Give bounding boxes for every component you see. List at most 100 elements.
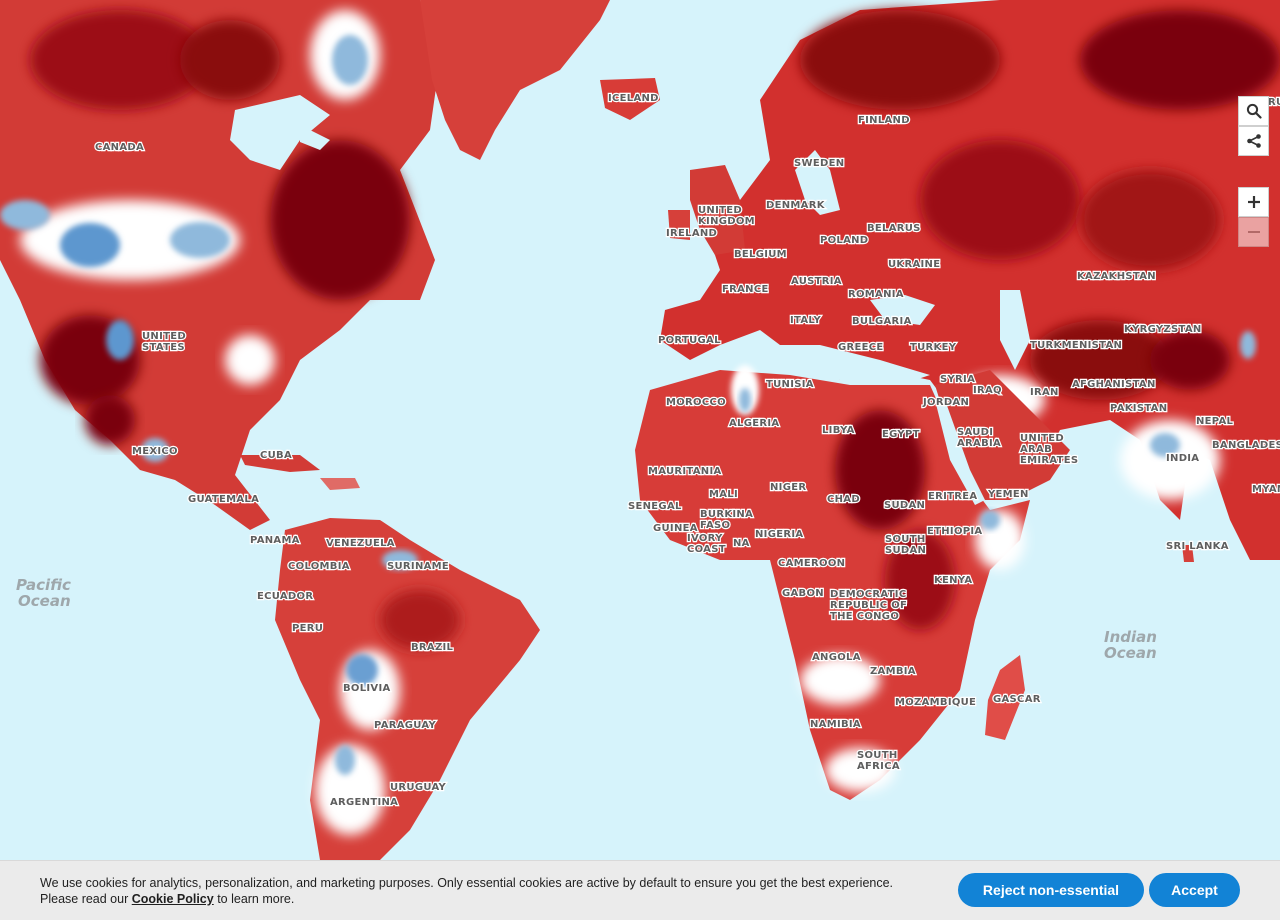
country-label-cuba: CUBA [260,450,292,461]
country-label-drc: DEMOCRATIC REPUBLIC OF THE CONGO [830,589,907,622]
country-label-poland: POLAND [820,235,868,246]
country-label-ecuador: ECUADOR [257,591,313,602]
country-label-ireland: IRELAND [666,228,717,239]
country-label-chad: CHAD [827,494,860,505]
search-button[interactable] [1238,96,1269,126]
hudson-bay [230,95,330,170]
country-label-iceland: ICELAND [608,93,659,104]
cookie-text-before: We use cookies for analytics, personaliz… [40,876,894,906]
landmass-uk [690,165,745,255]
plus-icon [1247,196,1260,208]
reject-non-essential-button[interactable]: Reject non-essential [958,873,1144,907]
red-sea [935,400,985,505]
country-label-ghana: NA [733,538,750,549]
country-label-nepal: NEPAL [1196,416,1234,427]
landmass-eurasia [660,0,1280,560]
country-label-austria: AUSTRIA [791,276,842,287]
country-label-libya: LIBYA [822,425,855,436]
country-label-bolivia: BOLIVIA [343,683,391,694]
zoom-out-button[interactable] [1238,217,1269,247]
country-label-romania: ROMANIA [848,289,904,300]
country-label-suriname: SURINAME [387,561,449,572]
country-label-mali: MALI [709,489,738,500]
country-label-paraguay: PARAGUAY [374,720,436,731]
country-label-senegal: SENEGAL [628,501,682,512]
country-labels: CANADA UNITED STATES MEXICO CUBA GUATEMAL… [94,92,1280,809]
country-label-madagascar: GASCAR [993,694,1041,705]
country-label-mauritania: MAURITANIA [648,466,722,477]
country-label-nigeria: NIGERIA [755,529,803,540]
country-label-cameroon: CAMEROON [778,558,845,569]
search-icon [1246,103,1262,119]
country-label-saudi-arabia: SAUDI ARABIA [957,427,1001,449]
country-label-india: INDIA [1166,453,1199,464]
ocean-label-indian: Indian Ocean [1104,628,1162,662]
country-label-belgium: BELGIUM [734,249,787,260]
share-icon [1246,134,1261,148]
country-label-turkey: TURKEY [910,342,957,353]
country-label-kyrgyzstan: KYRGYZSTAN [1124,324,1202,335]
country-label-panama: PANAMA [250,535,300,546]
landmass-iceland [600,78,660,120]
country-label-sri-lanka: SRI LANKA [1166,541,1229,552]
country-label-myanmar: MYAN [1252,484,1280,495]
landmass-africa [635,365,1070,800]
country-label-ivory-coast: IVORY COAST [687,533,726,555]
country-label-eritrea: ERITREA [928,491,977,502]
country-label-syria: SYRIA [940,374,975,385]
country-label-mozambique: MOZAMBIQUE [895,697,976,708]
country-label-colombia: COLOMBIA [288,561,350,572]
country-label-bulgaria: BULGARIA [852,316,912,327]
country-label-portugal: PORTUGAL [658,335,721,346]
country-label-iraq: IRAQ [973,385,1002,396]
country-label-italy: ITALY [790,315,822,326]
country-label-argentina: ARGENTINA [330,797,398,808]
country-label-kenya: KENYA [934,575,972,586]
country-label-canada: CANADA [95,142,144,153]
country-label-sweden: SWEDEN [794,158,844,169]
country-label-turkmenistan: TURKMENISTAN [1030,340,1122,351]
country-label-namibia: NAMIBIA [810,719,861,730]
zoom-in-button[interactable] [1238,187,1269,217]
country-label-guinea: GUINEA [653,523,698,534]
country-label-guatemala: GUATEMALA [188,494,259,505]
country-label-jordan: JORDAN [922,397,969,408]
country-label-peru: PERU [292,623,323,634]
country-label-ethiopia: ETHIOPIA [927,526,982,537]
country-label-gabon: GABON [782,588,824,599]
country-label-russia-edge: RU [1268,97,1280,108]
share-button[interactable] [1238,126,1269,156]
black-sea [870,295,935,325]
baltic-sea [795,150,840,215]
cookie-banner: We use cookies for analytics, personaliz… [0,860,1280,920]
cookie-message: We use cookies for analytics, personaliz… [40,875,900,907]
ocean-label-pacific: Pacific Ocean [16,576,76,610]
country-label-south-sudan: SOUTH SUDAN [885,534,926,556]
landmass-cuba [240,455,320,472]
country-label-bangladesh: BANGLADES [1212,440,1280,451]
country-label-belarus: BELARUS [867,223,921,234]
country-label-ukraine: UKRAINE [888,259,940,270]
country-label-finland: FINLAND [858,115,910,126]
caspian-sea [1000,290,1030,370]
country-label-uruguay: URUGUAY [390,782,447,793]
landmass-south-america [275,518,540,860]
country-label-angola: ANGOLA [812,652,861,663]
country-label-algeria: ALGERIA [729,418,779,429]
country-label-south-africa: SOUTH AFRICA [857,750,900,772]
country-label-tunisia: TUNISIA [766,379,814,390]
landmass-north-america [0,0,440,530]
cookie-policy-link[interactable]: Cookie Policy [131,892,214,906]
country-label-kazakhstan: KAZAKHSTAN [1077,271,1156,282]
country-label-egypt: EGYPT [882,429,920,440]
country-label-mexico: MEXICO [132,446,178,457]
country-label-sudan: SUDAN [884,500,925,511]
mediterranean-sea [700,345,930,385]
country-label-united-kingdom: UNITED KINGDOM [698,205,755,227]
accept-cookies-button[interactable]: Accept [1149,873,1240,907]
minus-icon [1247,231,1260,233]
cookie-text-after: to learn more. [213,892,295,906]
country-label-afghanistan: AFGHANISTAN [1072,379,1156,390]
country-label-denmark: DENMARK [766,200,826,211]
